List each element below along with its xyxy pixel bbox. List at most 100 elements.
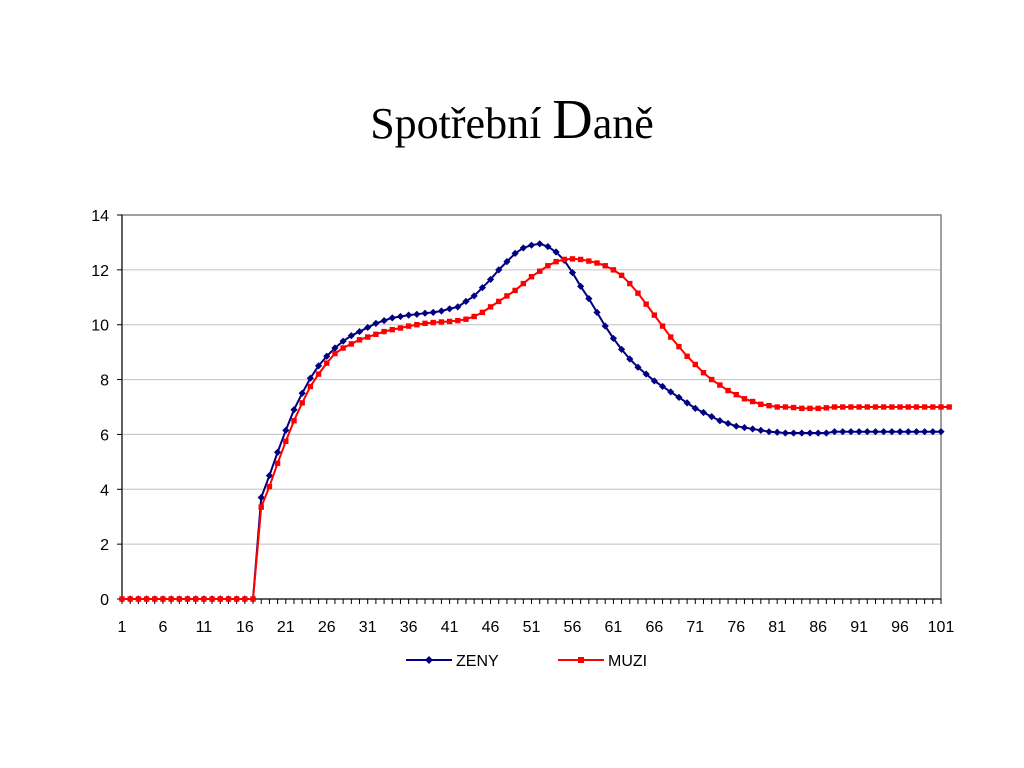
data-point	[675, 393, 683, 401]
data-point	[872, 404, 879, 410]
data-point	[806, 429, 814, 437]
data-point	[840, 404, 846, 410]
data-point	[848, 404, 854, 410]
data-point	[823, 405, 830, 411]
data-point	[602, 263, 608, 269]
data-point	[365, 334, 371, 340]
data-point	[717, 382, 723, 388]
legend-label: MUZI	[608, 653, 647, 670]
data-point	[831, 404, 838, 410]
data-point	[871, 428, 880, 436]
data-point	[676, 343, 682, 350]
data-point	[176, 596, 183, 602]
data-point	[807, 405, 813, 412]
data-point	[152, 596, 158, 602]
data-point	[413, 310, 421, 318]
data-point	[511, 249, 519, 257]
x-tick-label: 46	[482, 619, 500, 636]
legend: ZENY MUZI	[406, 653, 647, 670]
data-point	[839, 428, 847, 436]
data-point	[880, 404, 887, 410]
data-point	[585, 295, 593, 303]
data-point	[814, 429, 822, 437]
data-point	[601, 322, 609, 330]
data-point	[766, 402, 772, 409]
data-point	[642, 370, 650, 378]
data-point	[659, 323, 666, 329]
data-point	[561, 256, 567, 263]
data-point	[790, 404, 797, 411]
data-point	[830, 428, 839, 436]
data-point	[478, 284, 486, 292]
data-point	[414, 322, 420, 328]
data-point	[708, 413, 716, 421]
data-point	[380, 317, 388, 325]
data-point	[889, 404, 895, 410]
x-tick-label: 6	[158, 619, 167, 636]
slide-title-part1: Spotřební	[370, 99, 553, 148]
data-point	[905, 404, 911, 410]
data-point	[430, 319, 436, 326]
data-point	[586, 258, 592, 264]
data-point	[324, 360, 330, 366]
data-point	[896, 428, 904, 436]
data-point	[536, 268, 543, 274]
data-point	[160, 596, 166, 602]
data-point	[650, 377, 658, 385]
data-point	[487, 304, 494, 310]
y-tick-label: 8	[100, 373, 109, 390]
data-point	[782, 404, 789, 410]
data-point	[373, 331, 379, 338]
data-point	[815, 405, 821, 412]
data-point	[372, 319, 380, 327]
data-point	[258, 504, 264, 510]
data-point	[298, 389, 306, 397]
data-point	[381, 328, 387, 335]
data-point	[364, 323, 372, 332]
data-point	[594, 260, 600, 266]
legend-item-zeny: ZENY	[406, 653, 499, 670]
data-point	[356, 337, 363, 343]
data-point	[765, 428, 773, 436]
data-point	[643, 301, 649, 307]
data-point	[462, 297, 470, 305]
data-point	[773, 428, 781, 436]
data-point	[847, 428, 855, 436]
x-tick-label: 56	[564, 619, 582, 636]
data-point	[789, 429, 798, 437]
x-tick-label: 81	[768, 619, 786, 636]
data-point	[749, 425, 757, 433]
data-point	[937, 428, 945, 436]
data-point	[455, 317, 461, 324]
gridlines	[122, 269, 941, 545]
x-tick-label: 51	[523, 619, 541, 636]
data-point	[422, 320, 428, 327]
data-point	[692, 361, 698, 368]
data-point	[193, 596, 199, 602]
data-point	[265, 471, 274, 480]
data-point	[691, 404, 699, 412]
x-tick-label: 1	[118, 619, 127, 636]
data-point	[421, 309, 429, 317]
x-tick-label: 66	[645, 619, 663, 636]
data-point	[635, 290, 641, 296]
data-point	[577, 256, 584, 263]
data-point	[225, 596, 232, 602]
data-point	[740, 423, 749, 432]
data-point	[388, 314, 396, 322]
slide-title-part2: aně	[592, 99, 654, 148]
data-point	[291, 418, 297, 424]
data-point	[863, 428, 871, 436]
data-point	[168, 596, 174, 602]
data-point	[250, 596, 256, 602]
y-tick-label: 14	[91, 208, 109, 225]
data-point	[486, 275, 495, 284]
data-point	[495, 266, 503, 274]
data-point	[897, 404, 903, 410]
data-point	[397, 325, 404, 331]
data-point	[627, 280, 633, 287]
data-point	[528, 274, 535, 280]
x-tick-label: 91	[850, 619, 868, 636]
data-point	[929, 428, 937, 436]
